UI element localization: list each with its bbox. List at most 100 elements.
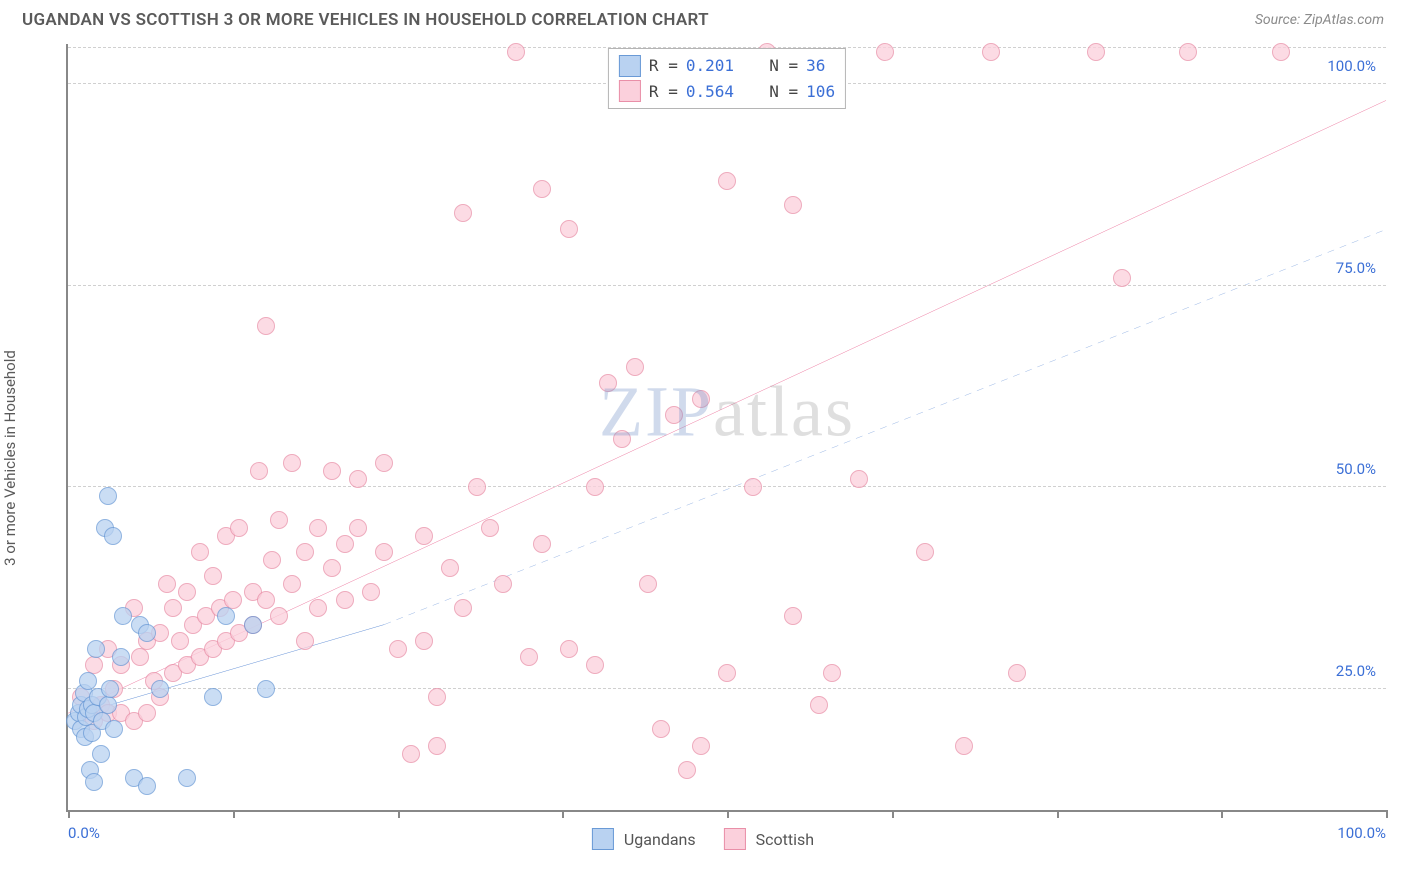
x-tick <box>233 810 235 818</box>
scottish-point <box>131 648 149 666</box>
scottish-point <box>823 664 841 682</box>
legend-swatch <box>619 80 641 102</box>
scottish-point <box>309 599 327 617</box>
x-tick <box>892 810 894 818</box>
scottish-point <box>586 478 604 496</box>
watermark: ZIPatlas <box>599 370 855 453</box>
ugandan-point <box>112 648 130 666</box>
scottish-point <box>250 462 268 480</box>
scottish-point <box>138 704 156 722</box>
scottish-point <box>309 519 327 537</box>
scottish-point <box>349 519 367 537</box>
scottish-point <box>692 390 710 408</box>
ugandan-point <box>138 624 156 642</box>
scottish-point <box>468 478 486 496</box>
ugandan-point <box>257 680 275 698</box>
scottish-point <box>810 696 828 714</box>
scottish-point <box>718 664 736 682</box>
scottish-point <box>1179 43 1197 61</box>
x-tick <box>727 810 729 818</box>
legend-n-value: 106 <box>806 79 835 105</box>
scottish-point <box>955 737 973 755</box>
scottish-point <box>982 43 1000 61</box>
y-tick-label: 75.0% <box>1336 259 1376 277</box>
scottish-point <box>263 551 281 569</box>
scottish-point <box>1272 43 1290 61</box>
x-tick <box>1221 810 1223 818</box>
scottish-point <box>718 172 736 190</box>
scottish-point <box>560 640 578 658</box>
scottish-point <box>230 519 248 537</box>
series-legend: Ugandans Scottish <box>592 828 814 850</box>
scottish-point <box>876 43 894 61</box>
x-tick <box>398 810 400 818</box>
scottish-point <box>283 454 301 472</box>
legend-r-value: 0.201 <box>686 53 734 79</box>
legend-row: R = 0.201 N = 36 <box>619 53 835 79</box>
scottish-point <box>441 559 459 577</box>
scottish-point <box>164 599 182 617</box>
scottish-point <box>533 535 551 553</box>
ugandan-point <box>204 688 222 706</box>
source-attribution: Source: ZipAtlas.com <box>1255 12 1384 28</box>
x-tick <box>1057 810 1059 818</box>
scottish-point <box>520 648 538 666</box>
legend-item: Scottish <box>724 828 814 850</box>
ugandan-point <box>87 640 105 658</box>
y-axis-label: 3 or more Vehicles in Household <box>1 350 19 566</box>
legend-swatch <box>592 828 614 850</box>
y-tick-label: 50.0% <box>1336 460 1376 478</box>
scottish-point <box>916 543 934 561</box>
scottish-point <box>613 430 631 448</box>
scottish-point <box>533 180 551 198</box>
scottish-point <box>586 656 604 674</box>
legend-n-label: N = <box>769 79 798 105</box>
x-tick-label: 100.0% <box>1337 824 1386 842</box>
gridline <box>68 486 1386 487</box>
scottish-point <box>428 737 446 755</box>
legend-label: Ugandans <box>624 830 696 849</box>
legend-n-value: 36 <box>806 53 825 79</box>
trendline <box>68 100 1386 713</box>
scottish-point <box>178 583 196 601</box>
scottish-point <box>599 374 617 392</box>
scottish-point <box>652 720 670 738</box>
ugandan-point <box>114 607 132 625</box>
scottish-point <box>270 511 288 529</box>
ugandan-point <box>99 487 117 505</box>
scottish-point <box>191 543 209 561</box>
scottish-point <box>375 543 393 561</box>
scottish-point <box>1087 43 1105 61</box>
ugandan-point <box>85 773 103 791</box>
ugandan-point <box>99 696 117 714</box>
scottish-point <box>362 583 380 601</box>
scottish-point <box>336 591 354 609</box>
legend-n-label: N = <box>769 53 798 79</box>
scottish-point <box>481 519 499 537</box>
scottish-point <box>692 737 710 755</box>
scottish-point <box>283 575 301 593</box>
chart-container: 3 or more Vehicles in Household ZIPatlas… <box>20 44 1386 872</box>
scottish-point <box>454 204 472 222</box>
scottish-point <box>171 632 189 650</box>
scottish-point <box>784 607 802 625</box>
scottish-point <box>744 478 762 496</box>
scottish-point <box>665 406 683 424</box>
scottish-point <box>560 220 578 238</box>
scottish-point <box>639 575 657 593</box>
ugandan-point <box>178 769 196 787</box>
gridline <box>68 285 1386 286</box>
x-tick <box>68 810 70 818</box>
scottish-point <box>784 196 802 214</box>
ugandan-point <box>151 680 169 698</box>
legend-swatch <box>619 55 641 77</box>
scottish-point <box>415 527 433 545</box>
chart-title: UGANDAN VS SCOTTISH 3 OR MORE VEHICLES I… <box>22 10 709 30</box>
ugandan-point <box>217 607 235 625</box>
y-tick-label: 100.0% <box>1327 57 1376 75</box>
scottish-point <box>507 43 525 61</box>
scottish-point <box>494 575 512 593</box>
scottish-point <box>296 543 314 561</box>
x-tick <box>1386 810 1388 818</box>
scottish-point <box>389 640 407 658</box>
